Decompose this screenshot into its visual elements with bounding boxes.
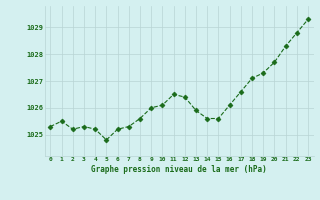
X-axis label: Graphe pression niveau de la mer (hPa): Graphe pression niveau de la mer (hPa) (91, 165, 267, 174)
